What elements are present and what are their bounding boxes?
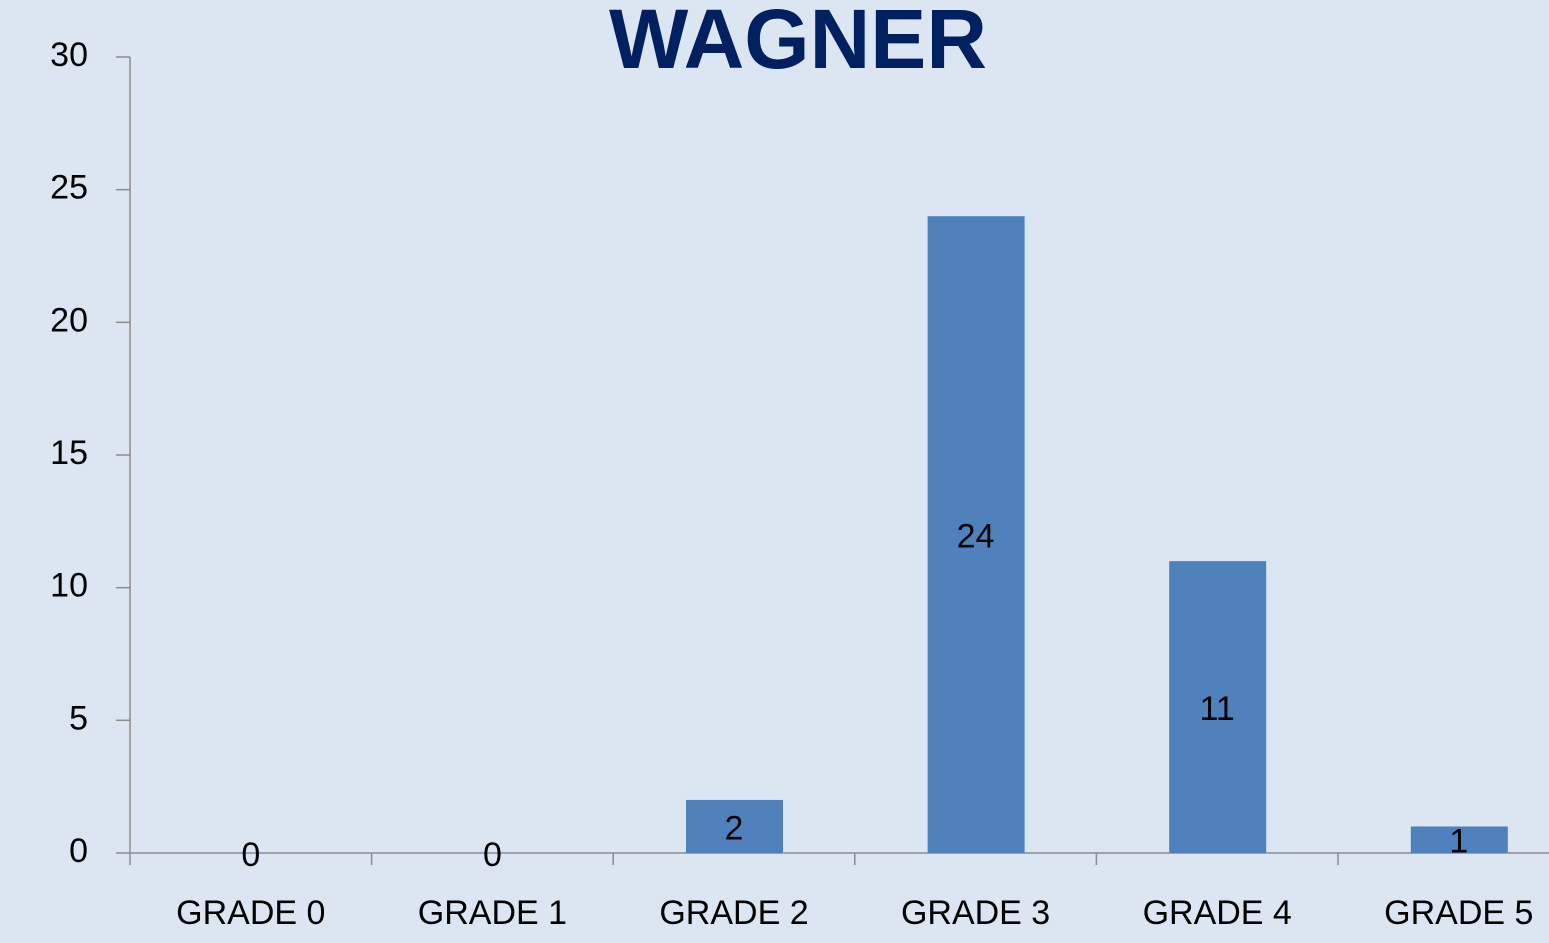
data-label: 0 bbox=[241, 836, 260, 874]
y-tick-label: 15 bbox=[50, 434, 88, 472]
x-tick-label: GRADE 0 bbox=[176, 894, 325, 932]
bar bbox=[686, 799, 783, 853]
data-label: 24 bbox=[957, 518, 995, 556]
y-tick-label: 5 bbox=[69, 699, 88, 737]
x-tick-label: GRADE 4 bbox=[1143, 894, 1292, 932]
x-tick-label: GRADE 5 bbox=[1384, 894, 1533, 932]
y-tick-label: 20 bbox=[50, 301, 88, 339]
bar bbox=[1410, 826, 1508, 853]
y-tick-label: 25 bbox=[50, 169, 88, 207]
x-tick-label: GRADE 1 bbox=[418, 894, 567, 932]
data-label: 1 bbox=[1449, 823, 1468, 861]
data-label: 0 bbox=[483, 836, 502, 874]
chart-title: WAGNER bbox=[609, 0, 987, 86]
y-tick-label: 0 bbox=[69, 832, 88, 870]
data-label: 11 bbox=[1200, 690, 1235, 728]
y-tick-label: 10 bbox=[50, 567, 88, 605]
x-tick-label: GRADE 3 bbox=[901, 894, 1050, 932]
bar bbox=[1169, 561, 1267, 853]
y-tick-label: 30 bbox=[50, 36, 88, 74]
bar bbox=[927, 216, 1025, 853]
data-label: 2 bbox=[725, 809, 744, 847]
x-tick-label: GRADE 2 bbox=[659, 894, 808, 932]
